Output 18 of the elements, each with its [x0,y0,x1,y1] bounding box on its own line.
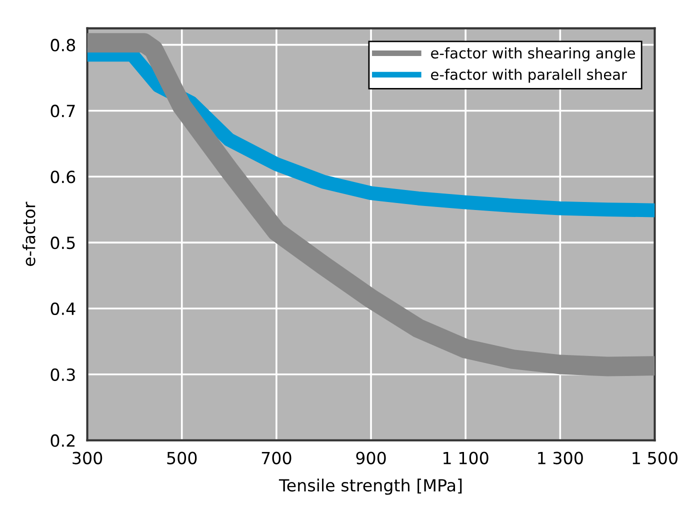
y-tick-label: 0.8 [50,38,76,52]
y-tick-label: 0.2 [50,434,75,447]
x-tick-label: 900 [356,452,386,464]
y-tick-label: 0.6 [50,170,76,184]
x-axis-title: Tensile strength [MPa] [278,478,462,495]
y-tick-label: 0.7 [50,104,75,118]
y-tick-label: 0.5 [50,236,75,250]
x-tick-label: 300 [72,452,102,464]
y-tick-label: 0.3 [50,368,75,381]
x-tick-label: 1 100 [444,452,488,464]
legend-label: e-factor with paralell shear [431,68,628,83]
y-axis-title: e-factor [22,202,36,266]
x-tick-label: 1 500 [632,452,678,464]
y-tick-label: 0.4 [50,302,76,316]
legend-label: e-factor with shearing angle [431,47,635,62]
x-tick-label: 700 [262,452,292,464]
x-tick-label: 1 300 [538,452,583,464]
x-tick-label: 500 [167,452,197,464]
